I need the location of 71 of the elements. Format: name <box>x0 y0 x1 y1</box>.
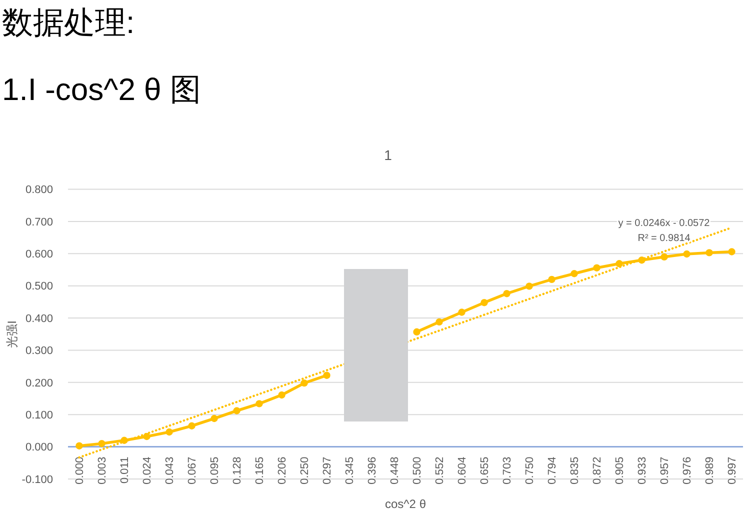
point <box>98 440 106 448</box>
x-tick-label: 0.011 <box>119 456 132 484</box>
x-tick-label: 0.933 <box>636 456 649 484</box>
x-tick-label: 0.345 <box>344 456 356 484</box>
y-tick-label: 0.300 <box>25 345 53 358</box>
annotation: R² = 0.9814 <box>638 233 691 244</box>
x-tick-label: 0.000 <box>74 456 86 484</box>
y-axis-title: 光强I <box>5 320 19 348</box>
y-tick-label: 0.500 <box>25 280 53 293</box>
point <box>458 308 466 316</box>
point <box>480 299 488 306</box>
x-tick-label: 0.095 <box>209 456 222 484</box>
point <box>570 270 578 278</box>
x-tick-label: 0.750 <box>524 456 536 484</box>
point <box>728 248 736 256</box>
x-tick-label: 0.043 <box>164 456 176 484</box>
x-tick-label: 0.957 <box>659 456 672 484</box>
point <box>683 250 690 258</box>
chart-title: 1 <box>384 147 392 163</box>
annotation: y = 0.0246x - 0.0572 <box>618 218 710 229</box>
x-tick-label: 0.794 <box>546 456 559 484</box>
x-tick-label: 0.989 <box>704 456 716 484</box>
point <box>548 276 556 284</box>
x-tick-label: 0.067 <box>186 456 199 484</box>
x-tick-label: 0.500 <box>412 456 424 484</box>
x-tick-label: 0.997 <box>726 456 739 484</box>
point <box>323 372 330 379</box>
x-tick-label: 0.128 <box>232 456 244 484</box>
x-tick-label: 0.905 <box>614 456 626 484</box>
y-tick-label: 0.800 <box>25 184 53 196</box>
point <box>233 407 240 414</box>
x-tick-label: 0.604 <box>456 456 469 484</box>
x-tick-label: 0.165 <box>254 456 266 484</box>
y-tick-label: 0.600 <box>25 248 53 261</box>
point <box>76 442 83 450</box>
x-tick-label: 0.396 <box>366 456 379 484</box>
point <box>593 264 600 272</box>
x-tick-label: 0.250 <box>299 456 312 484</box>
x-tick-label: 0.552 <box>434 456 446 484</box>
point <box>526 282 533 290</box>
y-tick-label: -0.100 <box>22 474 53 486</box>
point <box>300 379 308 387</box>
point <box>256 400 263 408</box>
x-tick-label: 0.024 <box>142 456 154 484</box>
x-tick-label: 0.206 <box>276 456 289 484</box>
y-tick-label: 0.200 <box>25 377 53 390</box>
point <box>616 260 623 268</box>
point <box>706 249 713 256</box>
point <box>436 318 443 326</box>
x-tick-label: 0.872 <box>592 456 604 484</box>
y-tick-label: 0.100 <box>25 409 53 422</box>
point <box>278 391 286 399</box>
y-tick-label: 0.700 <box>25 216 53 228</box>
point <box>660 253 668 260</box>
point <box>210 414 218 422</box>
point <box>413 328 420 336</box>
text: 数据处理: <box>2 5 135 40</box>
y-tick-label: 0.000 <box>25 442 53 454</box>
x-tick-label: 0.003 <box>96 456 109 484</box>
x-tick-label: 0.976 <box>682 456 694 484</box>
x-axis-title: cos^2 θ <box>385 497 426 511</box>
x-tick-label: 0.448 <box>389 456 402 484</box>
text: 1.I -cos^2 θ 图 <box>2 72 201 107</box>
y-tick-label: 0.400 <box>25 312 53 325</box>
point <box>166 428 173 436</box>
x-tick-label: 0.655 <box>479 456 492 484</box>
x-tick-label: 0.835 <box>569 456 582 484</box>
point <box>503 290 510 298</box>
point <box>188 422 196 430</box>
x-tick-label: 0.297 <box>322 456 334 484</box>
x-tick-label: 0.703 <box>502 456 514 484</box>
